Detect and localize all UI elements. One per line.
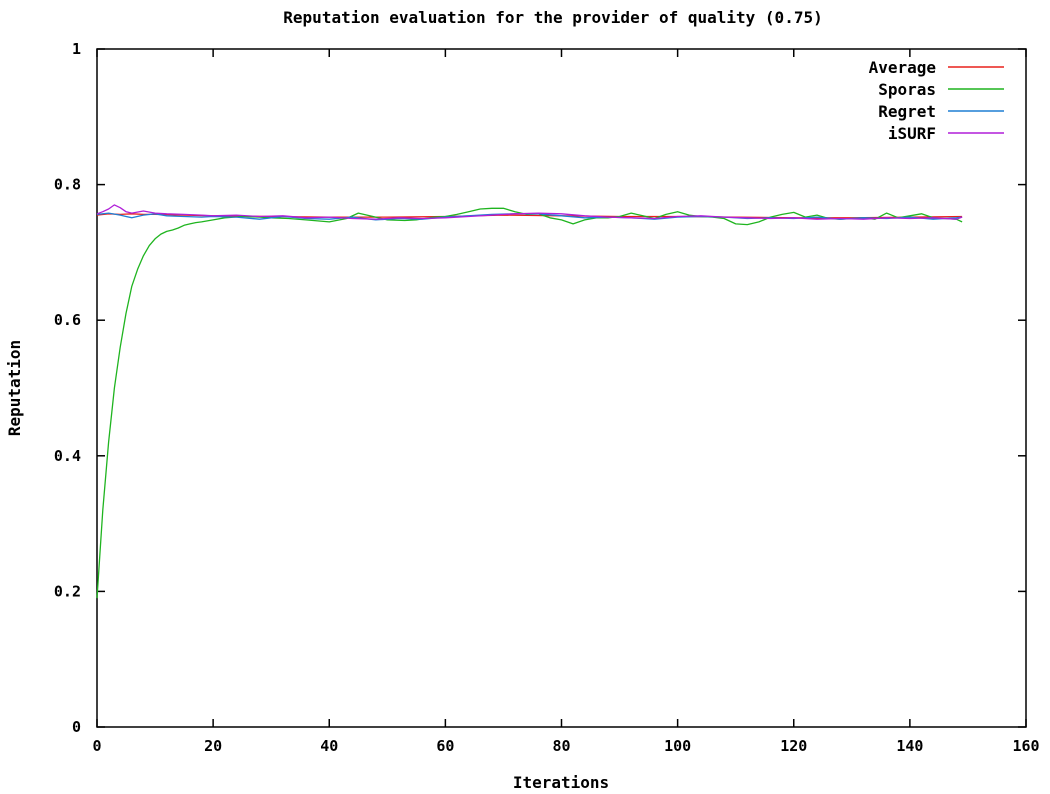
y-tick-label: 0.6	[54, 311, 81, 329]
legend: Average Sporas Regret iSURF	[869, 58, 1004, 143]
legend-label-isurf: iSURF	[888, 124, 936, 143]
y-tick-label: 0	[72, 718, 81, 736]
series-lines	[96, 204, 963, 599]
x-axis-label: Iterations	[513, 773, 609, 792]
x-tick-label: 160	[1012, 737, 1039, 755]
x-tick-label: 140	[896, 737, 923, 755]
y-tick-label: 0.8	[54, 176, 81, 194]
y-tick-label: 0.2	[54, 582, 81, 600]
legend-label-regret: Regret	[878, 102, 936, 121]
y-axis-label: Reputation	[5, 340, 24, 436]
y-tick-label: 0.4	[54, 447, 81, 465]
x-tick-label: 120	[780, 737, 807, 755]
x-tick-label: 20	[204, 737, 222, 755]
chart-title: Reputation evaluation for the provider o…	[283, 8, 822, 27]
series-line-isurf	[96, 204, 963, 220]
series-line-sporas	[96, 207, 963, 599]
x-tick-label: 60	[436, 737, 454, 755]
x-tick-label: 80	[552, 737, 570, 755]
y-tick-label: 1	[72, 40, 81, 58]
x-tick-label: 0	[92, 737, 101, 755]
legend-label-average: Average	[869, 58, 936, 77]
legend-label-sporas: Sporas	[878, 80, 936, 99]
axis-ticks: 0 20 40 60 80 100 120 140 160 0 0.2 0.4 0.6 0.8 1	[54, 40, 1040, 755]
series-line-regret	[96, 212, 963, 221]
x-tick-label: 40	[320, 737, 338, 755]
plot-area	[96, 48, 1027, 728]
x-tick-label: 100	[664, 737, 691, 755]
plot-border	[96, 48, 1027, 728]
